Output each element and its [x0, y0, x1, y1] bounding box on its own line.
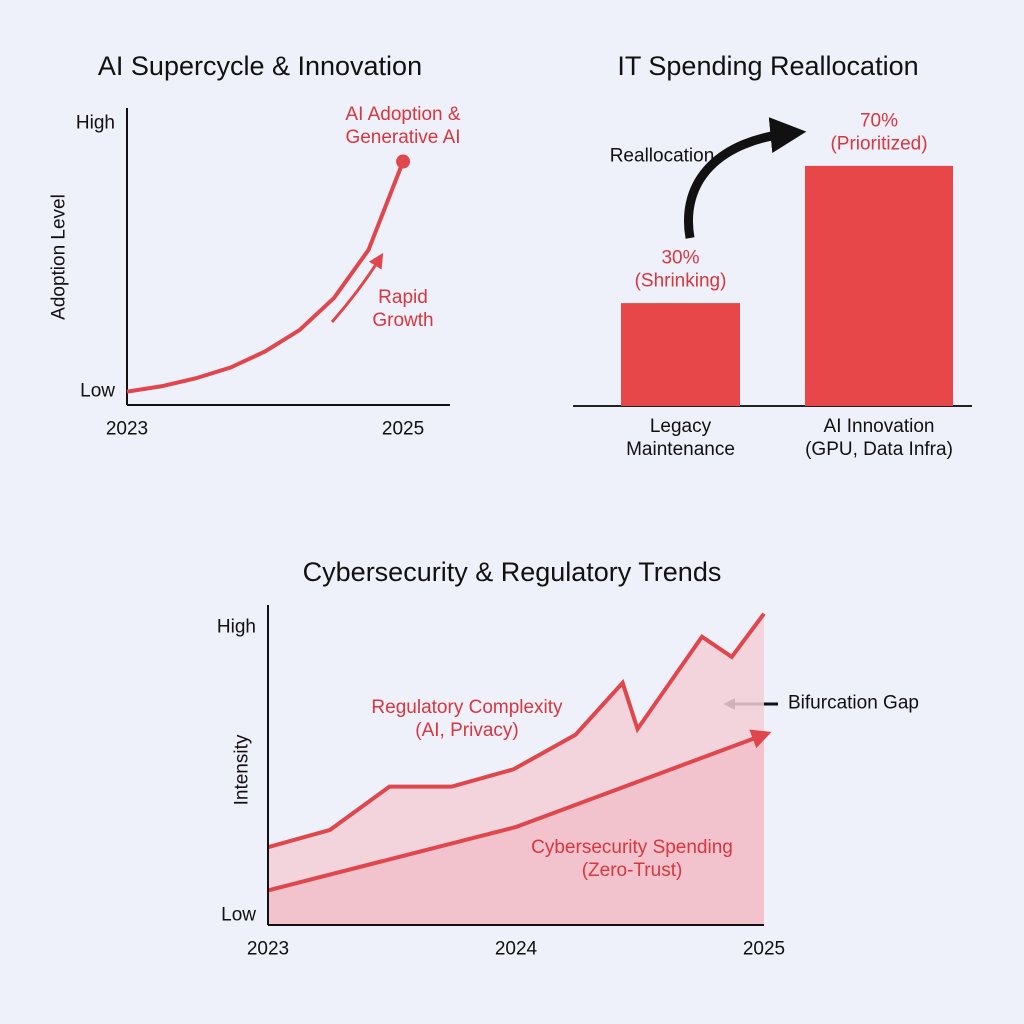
series-label: Regulatory Complexity (AI, Privacy)	[371, 697, 563, 741]
bar	[621, 303, 740, 406]
line	[267, 612, 766, 850]
y-tick-label: High	[216, 616, 256, 638]
y-tick-label: Low	[221, 904, 256, 926]
y-tick-label: Low	[80, 380, 115, 402]
line	[126, 160, 405, 394]
growth-arrow	[330, 252, 384, 323]
bar	[805, 165, 953, 406]
x-tick-label: 2025	[381, 418, 425, 440]
chart-title: Cybersecurity & Regulatory Trends	[302, 556, 722, 587]
end-point	[396, 154, 411, 169]
category-label: Legacy Maintenance	[626, 416, 735, 460]
annotation: Rapid Growth	[372, 287, 434, 331]
x-tick-label: 2025	[742, 938, 786, 960]
x-tick-label: 2023	[246, 938, 290, 960]
x-tick-label: 2023	[105, 418, 149, 440]
value-label: 30% (Shrinking)	[634, 247, 727, 292]
reallocation-arrow	[684, 117, 807, 239]
line	[267, 729, 772, 893]
chart-title: IT Spending Reallocation	[617, 50, 919, 81]
chart-title: AI Supercycle & Innovation	[97, 50, 423, 81]
y-axis-label: Adoption Level	[48, 194, 70, 320]
x-tick-label: 2024	[494, 938, 538, 960]
series-label: Cybersecurity Spending (Zero-Trust)	[531, 837, 733, 881]
annotation: Reallocation	[609, 145, 715, 167]
y-tick-label: High	[75, 112, 115, 134]
annotation: AI Adoption & Generative AI	[345, 104, 461, 148]
category-label: AI Innovation (GPU, Data Infra)	[805, 416, 953, 460]
value-label: 70% (Prioritized)	[830, 110, 928, 155]
annotation: Bifurcation Gap	[788, 692, 919, 714]
y-axis-label: Intensity	[231, 734, 253, 806]
